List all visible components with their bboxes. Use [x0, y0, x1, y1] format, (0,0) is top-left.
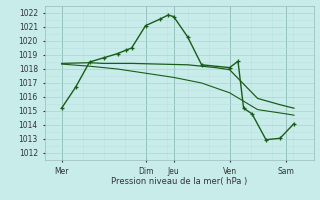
X-axis label: Pression niveau de la mer( hPa ): Pression niveau de la mer( hPa )	[111, 177, 247, 186]
